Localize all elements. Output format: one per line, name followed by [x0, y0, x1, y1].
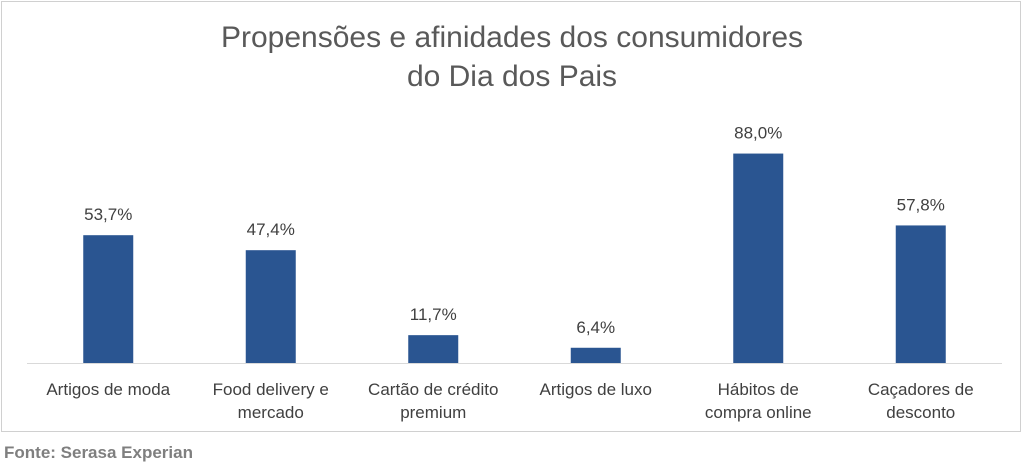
bar-3	[408, 335, 459, 363]
category-label-5-line-1: Hábitos de	[718, 380, 799, 399]
bars	[83, 153, 946, 363]
data-label-2: 47,4%	[247, 220, 295, 239]
category-label-2-line-2: mercado	[238, 403, 304, 422]
bar-6	[895, 225, 946, 363]
category-label-2-line-1: Food delivery e	[213, 380, 329, 399]
category-label-3-line-2: premium	[400, 403, 466, 422]
chart-title-line-1: Propensões e afinidades dos consumidores	[221, 21, 803, 54]
data-label-4: 6,4%	[576, 318, 615, 337]
data-labels: 53,7% 47,4% 11,7% 6,4% 88,0% 57,8%	[84, 124, 945, 337]
category-label-5-line-2: compra online	[705, 403, 812, 422]
bar-2	[245, 250, 296, 363]
data-label-3: 11,7%	[410, 305, 457, 324]
chart-title-line-2: do Dia dos Pais	[407, 60, 617, 93]
chart-title: Propensões e afinidades dos consumidores…	[221, 21, 803, 93]
data-label-1: 53,7%	[84, 205, 132, 224]
category-label-6-line-2: desconto	[886, 403, 955, 422]
category-label-1-line-1: Artigos de moda	[46, 380, 170, 399]
data-label-5: 88,0%	[734, 124, 782, 143]
category-label-3-line-1: Cartão de crédito	[368, 380, 498, 399]
bar-chart: Propensões e afinidades dos consumidores…	[27, 21, 1002, 422]
category-label-6-line-1: Caçadores de	[868, 380, 974, 399]
bar-4	[570, 347, 621, 363]
bar-5	[733, 153, 784, 363]
category-labels: Artigos de moda Food delivery e mercado Car…	[46, 380, 973, 422]
chart-frame: Propensões e afinidades dos consumidores…	[1, 1, 1021, 432]
source-note: Fonte: Serasa Experian	[4, 443, 193, 462]
category-label-4-line-1: Artigos de luxo	[540, 380, 652, 399]
data-label-6: 57,8%	[897, 195, 945, 214]
bar-1	[83, 235, 134, 363]
